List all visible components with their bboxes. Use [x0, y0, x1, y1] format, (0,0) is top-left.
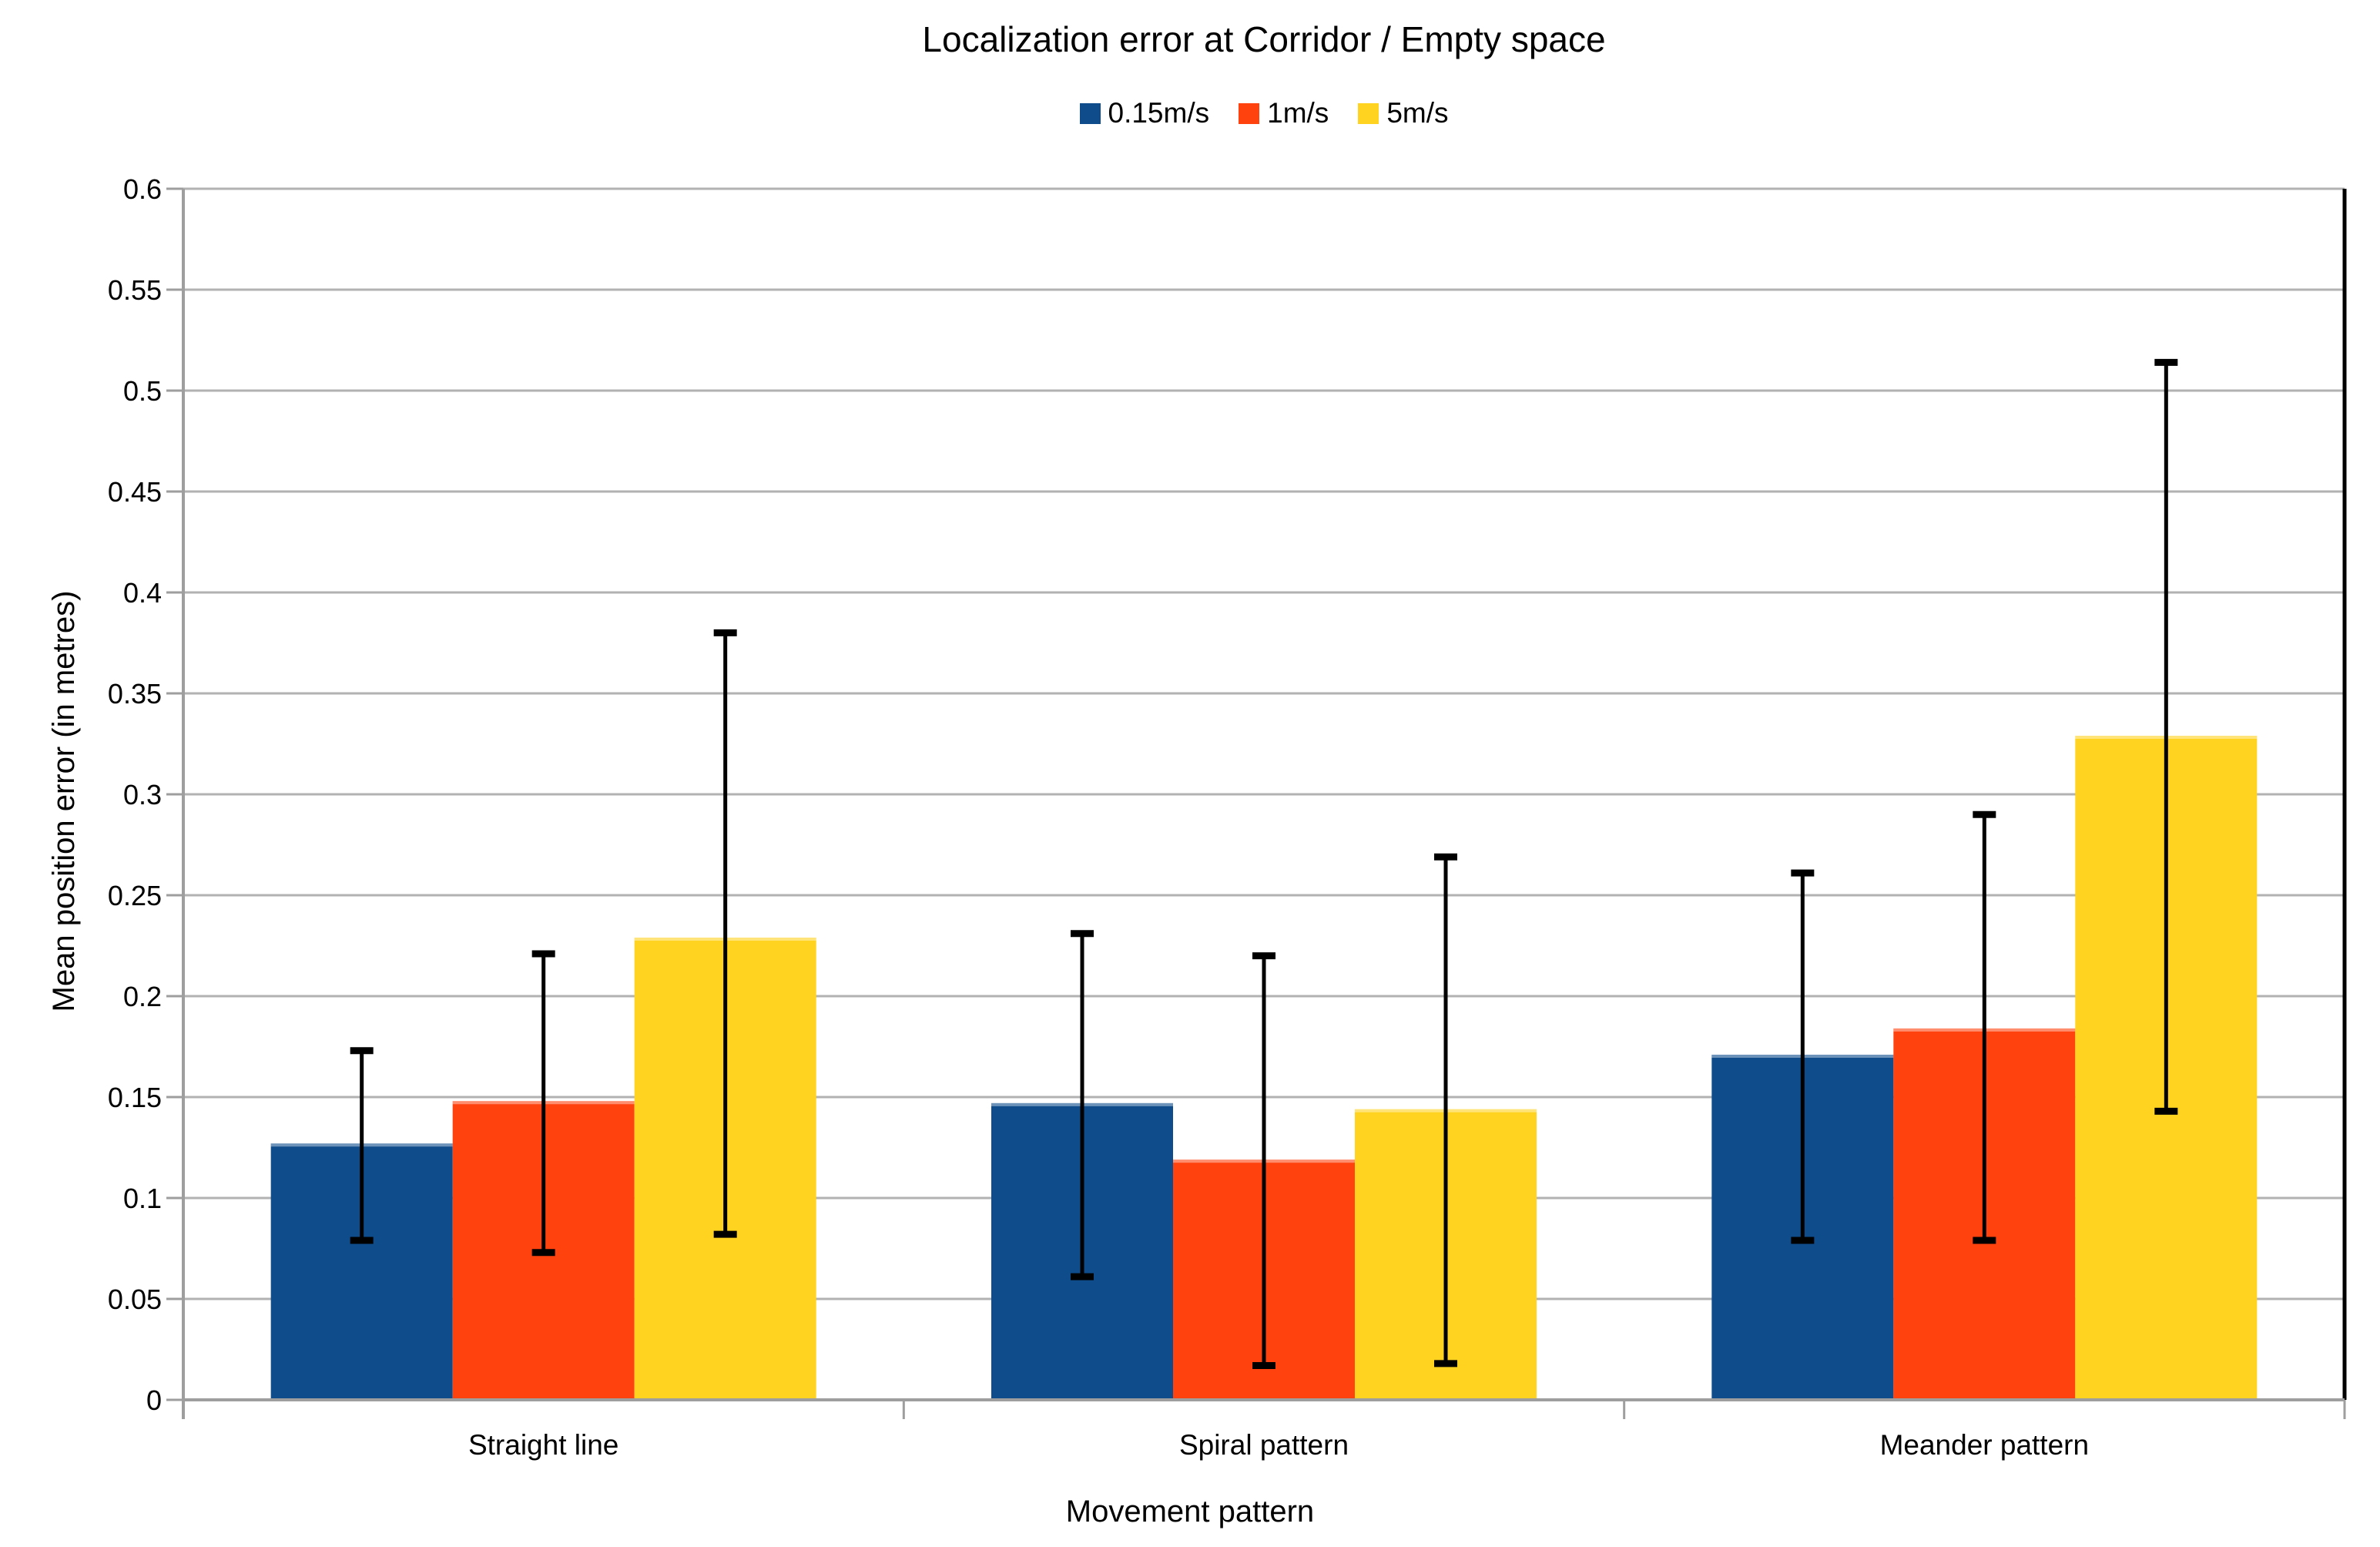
y-tick-label: 0.05 — [108, 1284, 162, 1315]
legend-item-5m/s: 5m/s — [1358, 97, 1449, 129]
legend-label: 1m/s — [1267, 97, 1329, 129]
legend-swatch-icon — [1079, 102, 1101, 124]
y-tick-label: 0.6 — [123, 173, 162, 205]
y-axis-title: Mean position error (in metres) — [47, 590, 81, 1012]
chart-title: Localization error at Corridor / Empty s… — [922, 19, 1606, 59]
legend-swatch-icon — [1239, 102, 1260, 124]
legend-label: 5m/s — [1386, 97, 1449, 129]
legend-item-1m/s: 1m/s — [1239, 97, 1329, 129]
x-category-label: Straight line — [468, 1429, 618, 1461]
legend-label: 0.15m/s — [1108, 97, 1210, 129]
legend-swatch-icon — [1358, 102, 1379, 124]
x-axis-title: Movement pattern — [1065, 1495, 1315, 1529]
legend-item-0.15m/s: 0.15m/s — [1079, 97, 1210, 129]
y-tick-label: 0.3 — [123, 779, 162, 810]
x-category-label: Meander pattern — [1880, 1429, 2090, 1461]
y-tick-label: 0.2 — [123, 981, 162, 1012]
y-tick-label: 0.5 — [123, 375, 162, 407]
y-tick-label: 0.45 — [108, 476, 162, 508]
x-category-label: Spiral pattern — [1179, 1429, 1349, 1461]
y-tick-label: 0.15 — [108, 1082, 162, 1113]
y-tick-label: 0 — [146, 1384, 162, 1416]
y-tick-label: 0.25 — [108, 880, 162, 911]
y-tick-label: 0.4 — [123, 577, 162, 609]
y-tick-label: 0.1 — [123, 1183, 162, 1214]
y-tick-label: 0.55 — [108, 274, 162, 306]
legend: 0.15m/s 1m/s 5m/s — [183, 97, 2345, 129]
y-tick-label: 0.35 — [108, 678, 162, 710]
